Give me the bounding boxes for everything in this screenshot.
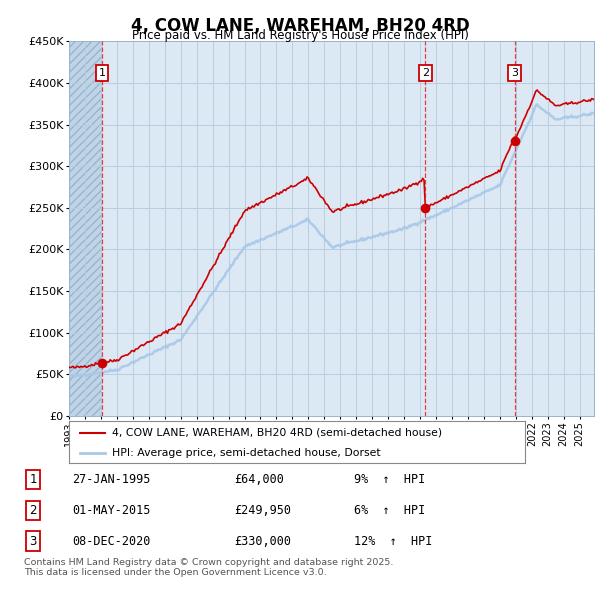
Text: 08-DEC-2020: 08-DEC-2020 xyxy=(72,535,151,548)
Bar xyxy=(69,41,102,416)
Text: 9%  ↑  HPI: 9% ↑ HPI xyxy=(354,473,425,486)
Text: Price paid vs. HM Land Registry's House Price Index (HPI): Price paid vs. HM Land Registry's House … xyxy=(131,30,469,42)
Text: 3: 3 xyxy=(511,68,518,78)
Text: 2: 2 xyxy=(422,68,429,78)
Text: 12%  ↑  HPI: 12% ↑ HPI xyxy=(354,535,433,548)
Text: 4, COW LANE, WAREHAM, BH20 4RD (semi-detached house): 4, COW LANE, WAREHAM, BH20 4RD (semi-det… xyxy=(112,428,442,438)
Text: 4, COW LANE, WAREHAM, BH20 4RD: 4, COW LANE, WAREHAM, BH20 4RD xyxy=(131,17,469,35)
Text: 1: 1 xyxy=(29,473,37,486)
Text: 27-JAN-1995: 27-JAN-1995 xyxy=(72,473,151,486)
Text: 1: 1 xyxy=(98,68,106,78)
Text: 6%  ↑  HPI: 6% ↑ HPI xyxy=(354,504,425,517)
Text: 3: 3 xyxy=(29,535,37,548)
Text: £249,950: £249,950 xyxy=(234,504,291,517)
Text: HPI: Average price, semi-detached house, Dorset: HPI: Average price, semi-detached house,… xyxy=(112,448,381,457)
Text: £330,000: £330,000 xyxy=(234,535,291,548)
Text: 2: 2 xyxy=(29,504,37,517)
Text: 01-MAY-2015: 01-MAY-2015 xyxy=(72,504,151,517)
Text: £64,000: £64,000 xyxy=(234,473,284,486)
Text: Contains HM Land Registry data © Crown copyright and database right 2025.
This d: Contains HM Land Registry data © Crown c… xyxy=(24,558,394,577)
